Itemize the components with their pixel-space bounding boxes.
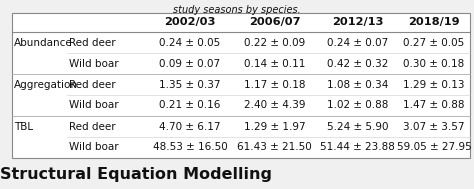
Text: Wild boar: Wild boar	[69, 59, 119, 68]
Text: 1.08 ± 0.34: 1.08 ± 0.34	[327, 80, 388, 90]
Text: 3.07 ± 3.57: 3.07 ± 3.57	[403, 122, 465, 132]
Text: 5.24 ± 5.90: 5.24 ± 5.90	[327, 122, 388, 132]
Text: 48.53 ± 16.50: 48.53 ± 16.50	[153, 143, 228, 153]
Text: TBL: TBL	[14, 122, 34, 132]
Text: Wild boar: Wild boar	[69, 143, 119, 153]
Text: 1.35 ± 0.37: 1.35 ± 0.37	[159, 80, 221, 90]
Text: 0.21 ± 0.16: 0.21 ± 0.16	[159, 101, 221, 111]
Text: Red deer: Red deer	[69, 122, 116, 132]
Text: 2018/19: 2018/19	[408, 18, 460, 28]
Text: 2012/13: 2012/13	[332, 18, 383, 28]
Text: 59.05 ± 27.95: 59.05 ± 27.95	[397, 143, 471, 153]
Text: Abundance: Abundance	[14, 37, 73, 47]
Text: 51.44 ± 23.88: 51.44 ± 23.88	[320, 143, 395, 153]
Text: study seasons by species.: study seasons by species.	[173, 5, 301, 15]
Text: 4.70 ± 6.17: 4.70 ± 6.17	[159, 122, 221, 132]
Text: 1.29 ± 0.13: 1.29 ± 0.13	[403, 80, 465, 90]
Text: 1.02 ± 0.88: 1.02 ± 0.88	[327, 101, 388, 111]
Text: Wild boar: Wild boar	[69, 101, 119, 111]
Text: 2.40 ± 4.39: 2.40 ± 4.39	[244, 101, 305, 111]
Text: 0.09 ± 0.07: 0.09 ± 0.07	[159, 59, 220, 68]
Text: 0.30 ± 0.18: 0.30 ± 0.18	[403, 59, 465, 68]
Text: Red deer: Red deer	[69, 37, 116, 47]
Text: 1.29 ± 1.97: 1.29 ± 1.97	[244, 122, 305, 132]
Text: 0.14 ± 0.11: 0.14 ± 0.11	[244, 59, 305, 68]
Text: 0.27 ± 0.05: 0.27 ± 0.05	[403, 37, 465, 47]
Text: 2006/07: 2006/07	[249, 18, 300, 28]
Text: 1.17 ± 0.18: 1.17 ± 0.18	[244, 80, 305, 90]
Text: Red deer: Red deer	[69, 80, 116, 90]
Text: 0.22 ± 0.09: 0.22 ± 0.09	[244, 37, 305, 47]
Text: 0.24 ± 0.05: 0.24 ± 0.05	[159, 37, 220, 47]
Text: 2002/03: 2002/03	[164, 18, 216, 28]
Text: 1.47 ± 0.88: 1.47 ± 0.88	[403, 101, 465, 111]
Text: 0.24 ± 0.07: 0.24 ± 0.07	[327, 37, 388, 47]
Text: 61.43 ± 21.50: 61.43 ± 21.50	[237, 143, 312, 153]
Text: 0.42 ± 0.32: 0.42 ± 0.32	[327, 59, 388, 68]
Text: Structural Equation Modelling: Structural Equation Modelling	[0, 167, 272, 182]
Text: Aggregation: Aggregation	[14, 80, 78, 90]
